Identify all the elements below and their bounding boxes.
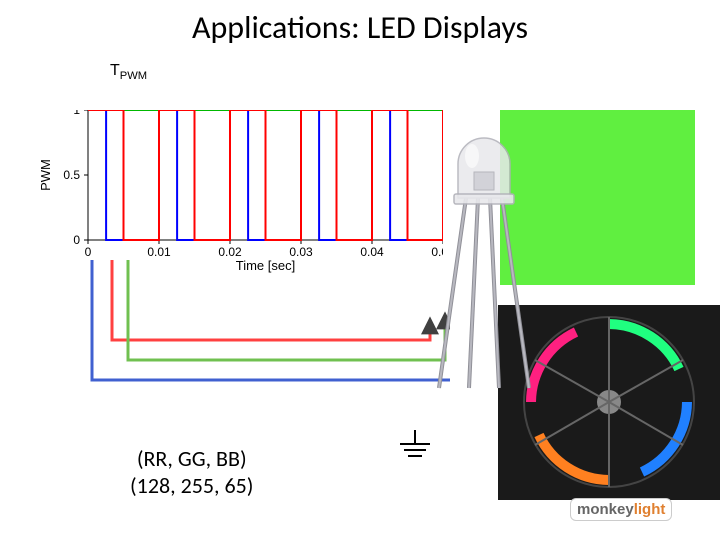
svg-text:0: 0 [85, 245, 92, 259]
svg-text:0.04: 0.04 [360, 245, 384, 259]
svg-text:1: 1 [73, 110, 80, 117]
svg-text:0.5: 0.5 [63, 168, 80, 182]
svg-text:0.03: 0.03 [289, 245, 313, 259]
rgb-values: (RR, GG, BB) (128, 255, 65) [130, 445, 253, 499]
svg-text:0: 0 [73, 233, 80, 247]
rgb-led-icon [418, 128, 558, 408]
svg-text:0.02: 0.02 [218, 245, 242, 259]
slide-title: Applications: LED Displays [0, 8, 720, 47]
lead-connectors [80, 260, 450, 450]
ground-icon [395, 430, 435, 474]
tpwm-label: TPWM [110, 62, 147, 82]
svg-text:0.01: 0.01 [147, 245, 171, 259]
svg-text:PWM: PWM [38, 159, 53, 191]
monkeylight-logo: monkeylight [570, 498, 672, 521]
